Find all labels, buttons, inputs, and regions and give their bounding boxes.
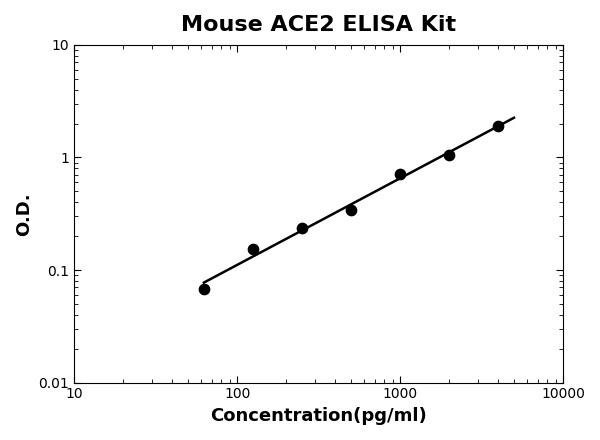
- Point: [199, 286, 209, 293]
- Point: [493, 123, 503, 130]
- Title: Mouse ACE2 ELISA Kit: Mouse ACE2 ELISA Kit: [181, 15, 456, 35]
- X-axis label: Concentration(pg/ml): Concentration(pg/ml): [210, 407, 427, 425]
- Y-axis label: O.D.: O.D.: [15, 192, 33, 235]
- Point: [395, 170, 405, 177]
- Point: [297, 225, 307, 232]
- Point: [248, 245, 258, 252]
- Point: [445, 151, 454, 158]
- Point: [346, 207, 356, 214]
